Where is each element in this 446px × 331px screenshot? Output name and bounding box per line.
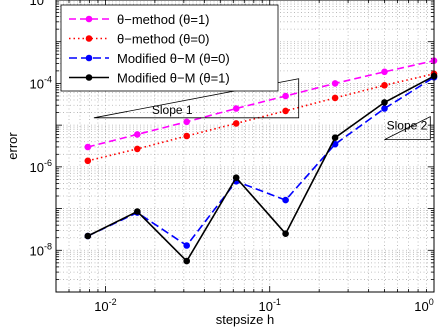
x-tick-label: 10-1 — [258, 297, 280, 314]
data-point — [84, 143, 92, 151]
data-point — [183, 242, 190, 249]
data-point — [232, 105, 240, 112]
legend-item: Modified θ−M (θ=1) — [69, 71, 230, 86]
data-point — [331, 80, 339, 87]
slope-label: Slope 1 — [152, 103, 193, 117]
x-tick-label: 100 — [414, 297, 433, 314]
data-point — [331, 94, 339, 102]
series-group — [84, 72, 438, 265]
legend-marker — [85, 35, 93, 42]
data-point — [134, 145, 141, 153]
legend-marker — [85, 74, 93, 81]
series-line — [87, 75, 435, 263]
legend-marker — [85, 54, 93, 62]
legend-item: θ−method (θ=0) — [69, 32, 210, 47]
data-point — [134, 208, 141, 215]
data-point — [381, 99, 388, 106]
data-point — [381, 82, 388, 89]
data-point — [232, 174, 240, 181]
x-tick-labels: 10-2 10-1 100 — [94, 297, 434, 314]
legend-item: Modified θ−M (θ=0) — [69, 51, 230, 66]
data-point — [381, 105, 388, 112]
data-point — [183, 257, 190, 265]
data-point — [381, 68, 388, 76]
data-point — [282, 196, 289, 204]
plot-frame — [55, 0, 435, 293]
series-group — [84, 70, 438, 165]
legend-label: Modified θ−M (θ=1) — [117, 71, 230, 86]
y-tick-label: 10-2 — [30, 0, 52, 8]
y-tick-label: 10-6 — [30, 158, 52, 175]
series-line — [87, 73, 435, 162]
data-point — [183, 132, 190, 140]
legend-label: θ−method (θ=1) — [117, 12, 210, 27]
slope-triangle — [93, 78, 300, 119]
data-point — [282, 107, 289, 115]
series-group — [84, 57, 438, 151]
y-tick-label: 10-4 — [30, 74, 52, 91]
series-line — [87, 59, 435, 148]
slope-triangle — [384, 115, 431, 141]
series-line — [87, 76, 435, 247]
series-lines — [84, 57, 438, 265]
data-point — [232, 120, 240, 127]
slope-annotations: Slope 1 Slope 2 — [93, 78, 431, 141]
y-tick-label: 10-8 — [30, 241, 52, 258]
legend-label: θ−method (θ=0) — [117, 32, 210, 47]
data-point — [84, 157, 92, 165]
legend-label: Modified θ−M (θ=0) — [117, 51, 230, 66]
data-point — [134, 131, 141, 138]
data-point — [84, 232, 92, 240]
y-axis-label: error — [5, 132, 20, 160]
data-point — [282, 92, 289, 100]
legend-marker — [85, 15, 93, 23]
legend-item: θ−method (θ=1) — [69, 12, 210, 27]
slope-label: Slope 2 — [387, 119, 428, 133]
data-point — [183, 118, 190, 126]
x-tick-label: 10-2 — [94, 297, 116, 314]
data-point — [282, 230, 289, 237]
x-axis-label: stepsize h — [216, 312, 275, 327]
y-tick-labels: 10-8 10-6 10-4 10-2 — [30, 0, 52, 258]
legend: θ−method (θ=1) θ−method (θ=0) Modified θ−M… — [60, 4, 279, 92]
data-point — [331, 134, 339, 141]
